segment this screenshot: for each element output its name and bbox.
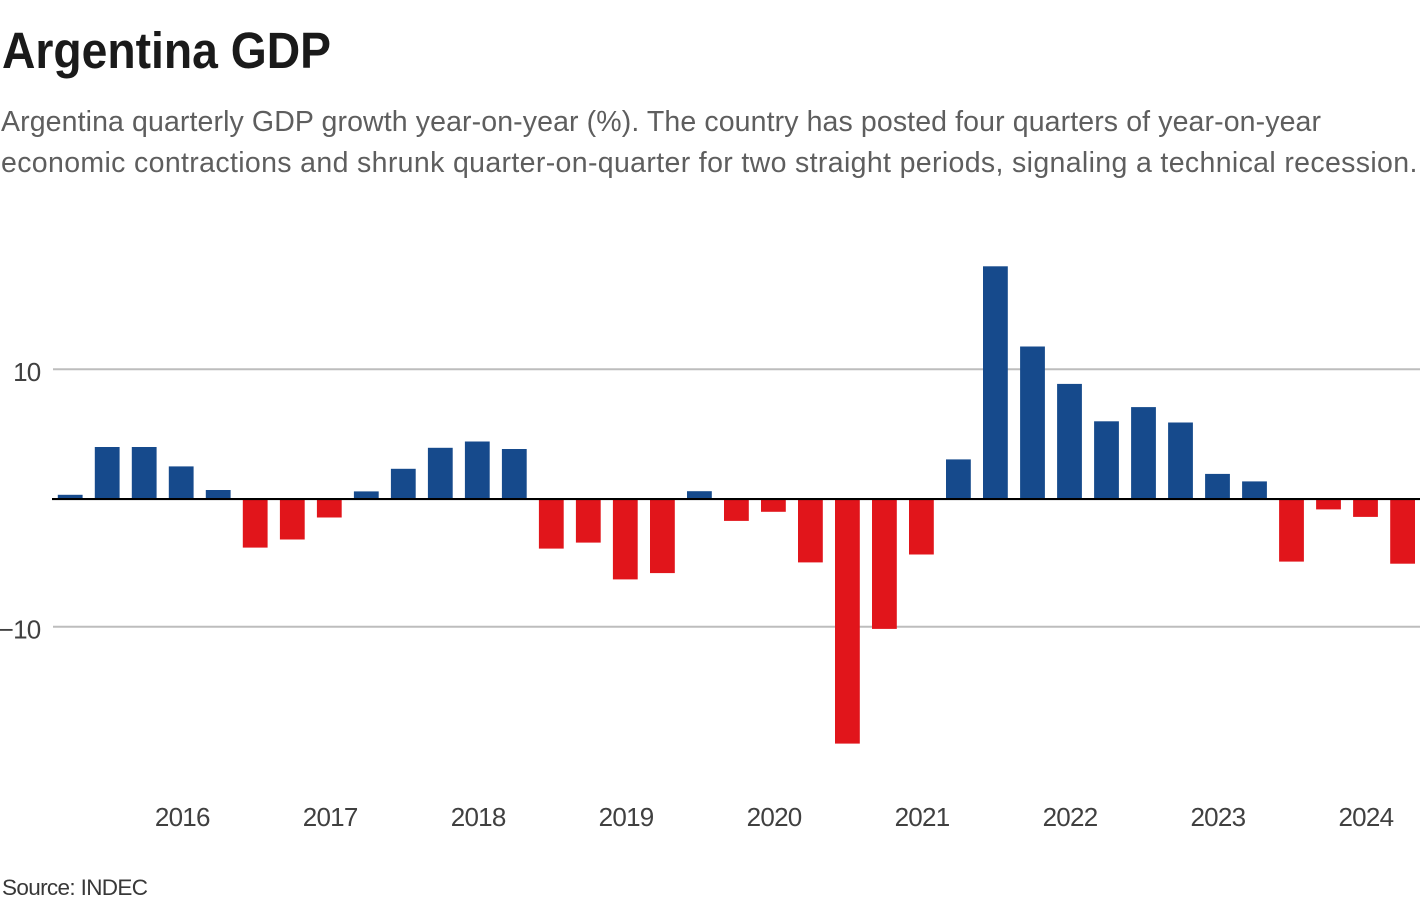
svg-text:2018: 2018 <box>451 802 506 832</box>
svg-text:2020: 2020 <box>747 802 802 832</box>
svg-text:2021: 2021 <box>895 802 950 832</box>
svg-text:2016: 2016 <box>155 802 210 832</box>
svg-text:2022: 2022 <box>1043 802 1098 832</box>
svg-text:10: 10 <box>13 357 41 387</box>
svg-text:2017: 2017 <box>303 802 358 832</box>
svg-text:−10: −10 <box>0 615 41 645</box>
svg-text:2019: 2019 <box>599 802 654 832</box>
svg-text:2023: 2023 <box>1190 802 1245 832</box>
svg-text:2024: 2024 <box>1338 802 1393 832</box>
